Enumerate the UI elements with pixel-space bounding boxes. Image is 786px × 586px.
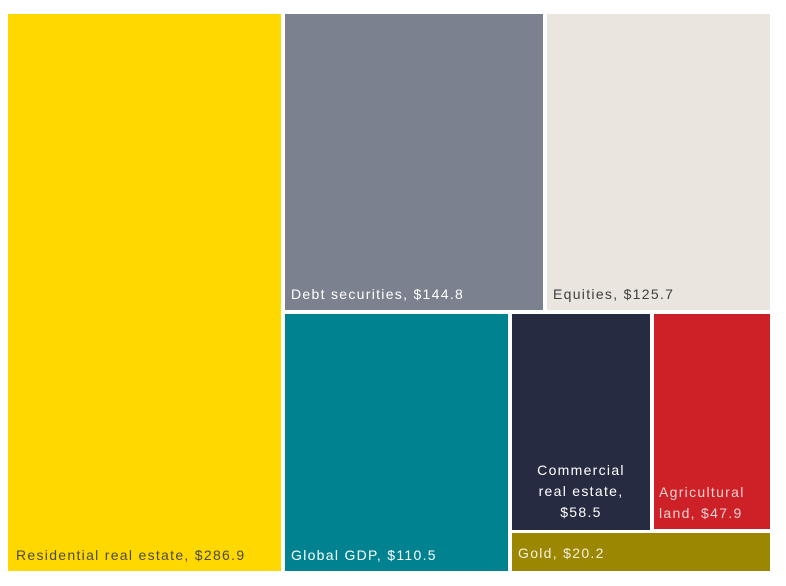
cell-label-equities: Equities, $125.7 (553, 286, 675, 302)
treemap-cell-debt-securities: Debt securities, $144.8 (285, 14, 543, 310)
cell-label-agricultural-land: Agricultural land, $47.9 (659, 484, 745, 521)
treemap-cell-residential-real-estate: Residential real estate, $286.9 (8, 14, 281, 571)
treemap-cell-global-gdp: Global GDP, $110.5 (285, 314, 508, 571)
cell-label-gold: Gold, $20.2 (518, 545, 605, 561)
cell-label-global-gdp: Global GDP, $110.5 (291, 547, 437, 563)
treemap-cell-commercial-real-estate: Commercial real estate, $58.5 (512, 314, 650, 530)
cell-label-residential-real-estate: Residential real estate, $286.9 (16, 547, 246, 563)
cell-label-debt-securities: Debt securities, $144.8 (291, 286, 465, 302)
treemap-cell-agricultural-land: Agricultural land, $47.9 (654, 314, 770, 529)
cell-label-commercial-real-estate: Commercial real estate, $58.5 (537, 462, 625, 520)
treemap-cell-gold: Gold, $20.2 (512, 533, 770, 571)
treemap-cell-equities: Equities, $125.7 (547, 14, 770, 310)
